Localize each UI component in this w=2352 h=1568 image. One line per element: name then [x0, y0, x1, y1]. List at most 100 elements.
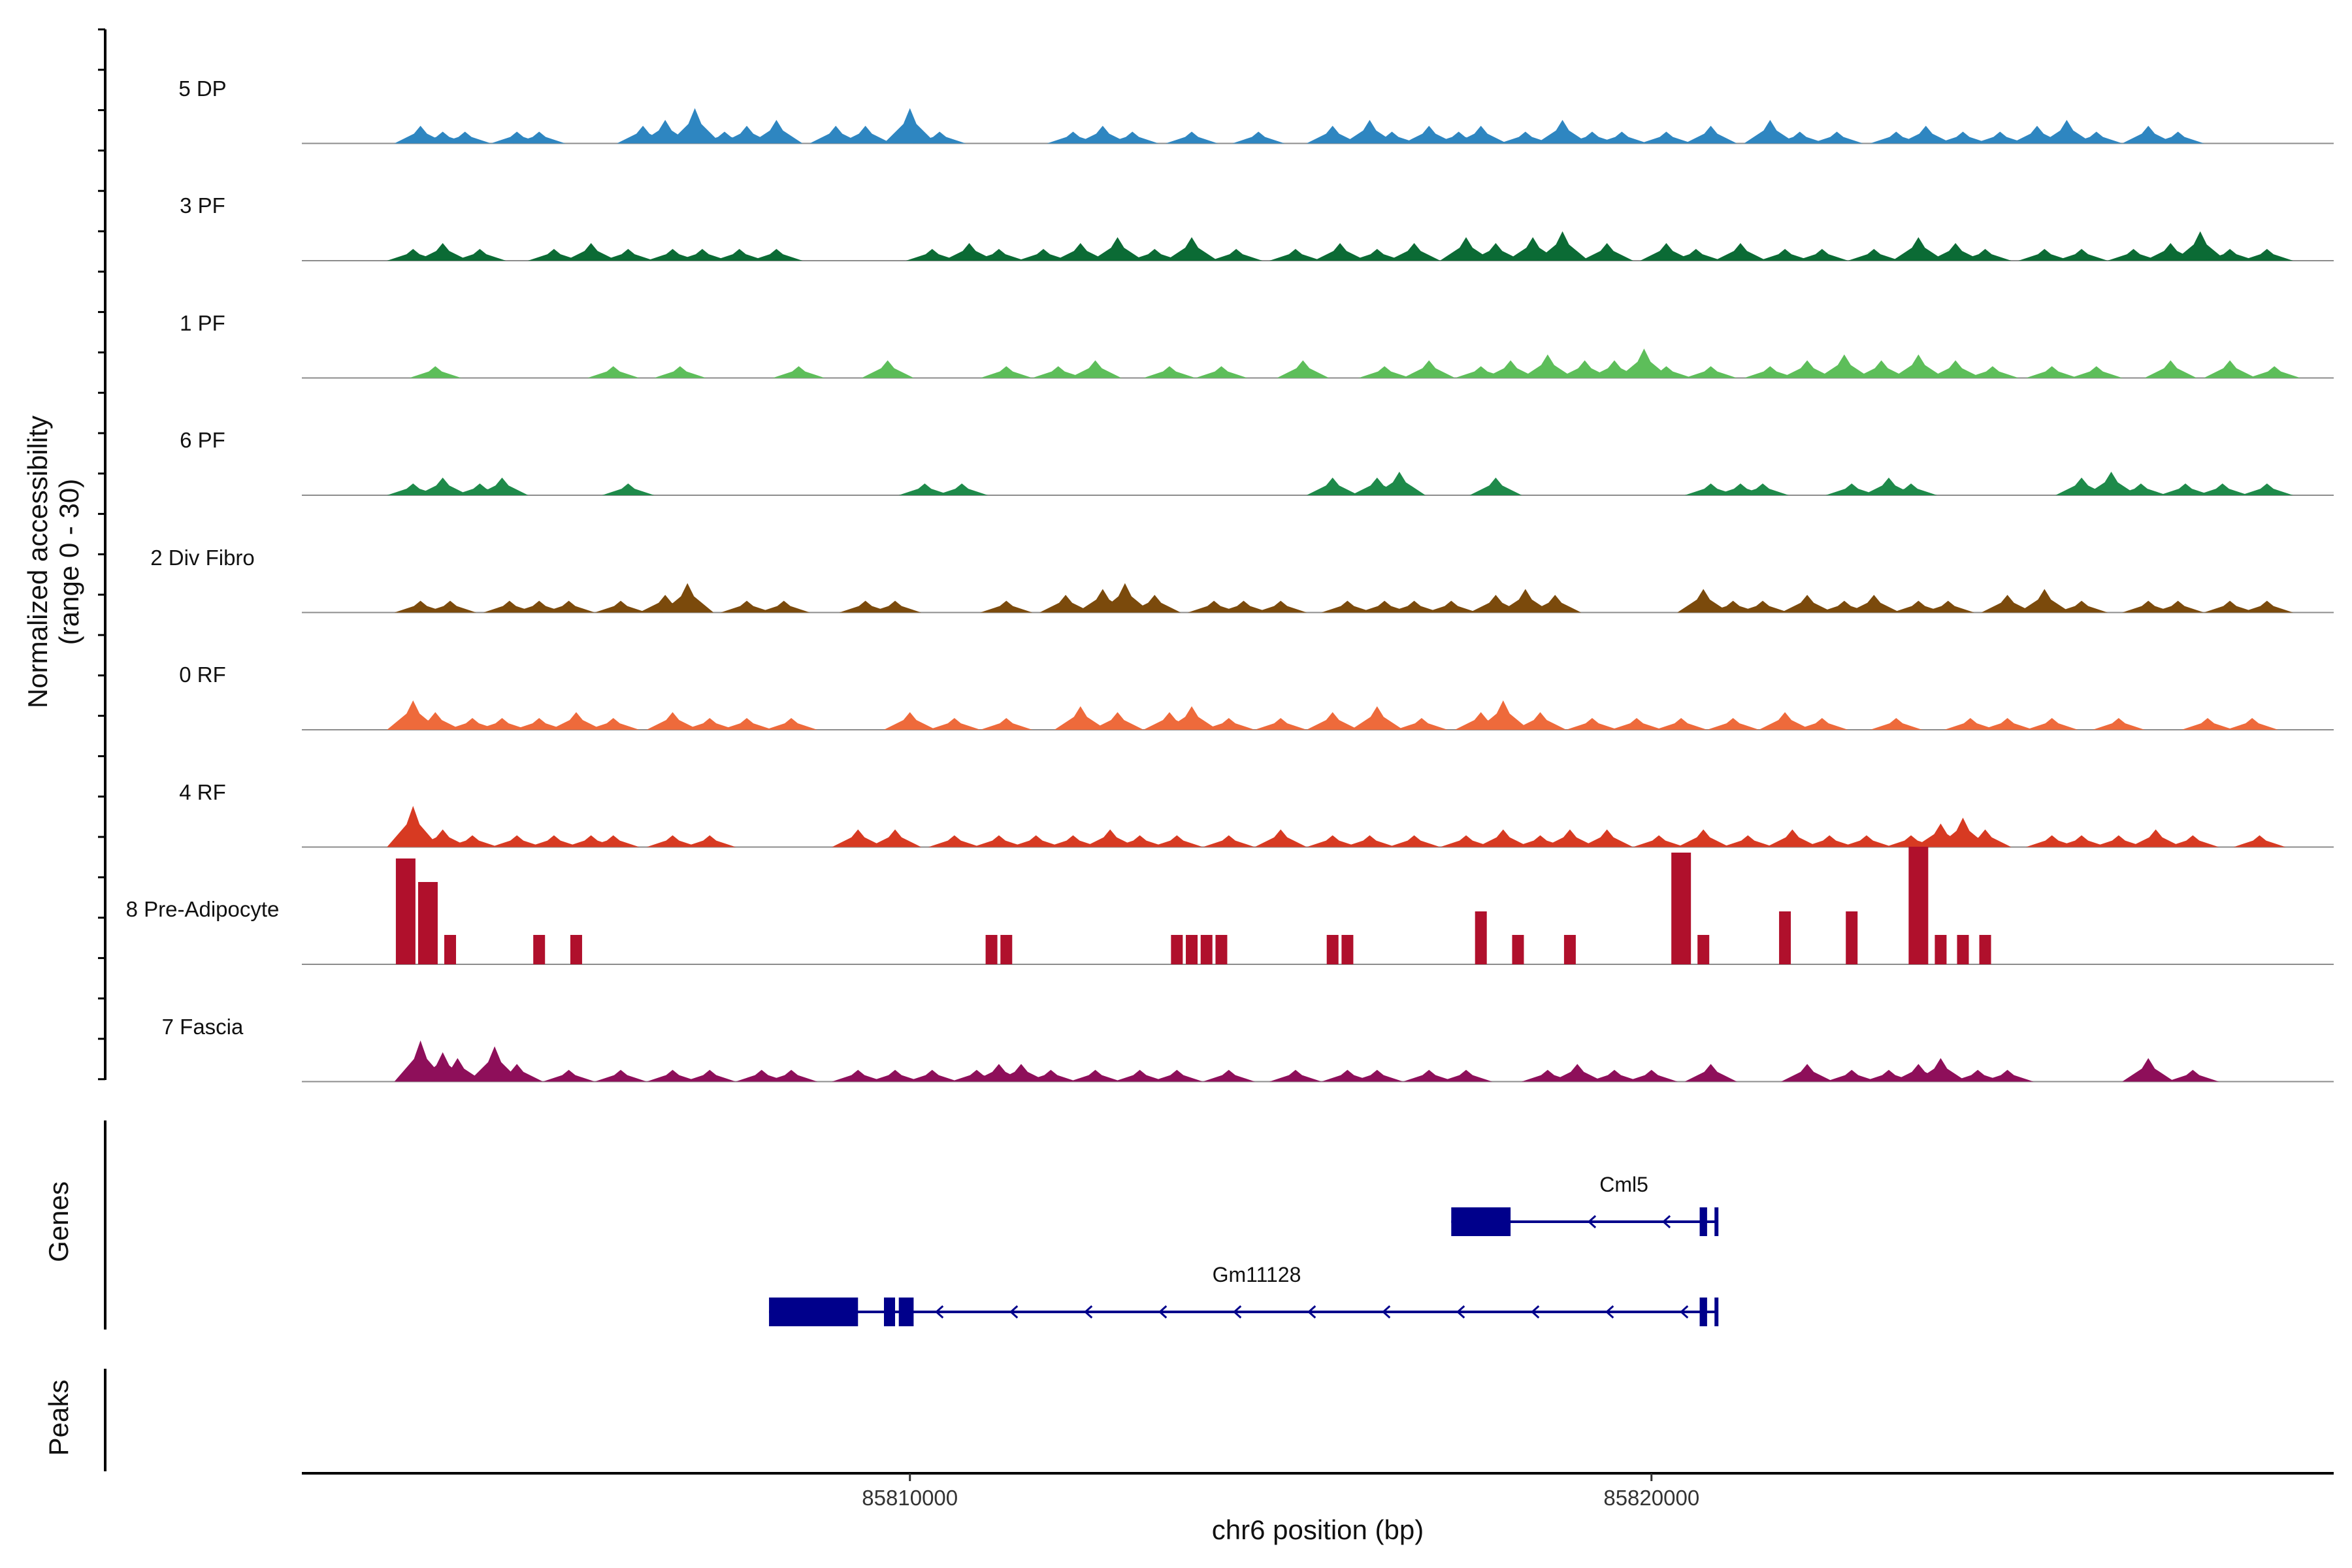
track-label: 6 PF	[180, 428, 225, 452]
coverage-peak	[476, 718, 529, 730]
track-label: 5 DP	[178, 76, 227, 101]
coverage-peak	[750, 120, 803, 144]
coverage-peak	[527, 835, 580, 847]
x-tick-label: 85810000	[862, 1486, 958, 1510]
gene-exon	[769, 1298, 858, 1326]
coverage-peak	[1766, 829, 1819, 847]
coverage-peak	[1795, 718, 1848, 730]
coverage-peak	[1350, 1070, 1403, 1082]
coverage-peak	[861, 360, 914, 378]
coverage-peak	[1202, 718, 1255, 730]
track-coverage	[387, 700, 2279, 730]
coverage-peak	[1215, 935, 1228, 964]
coverage-peak	[602, 249, 655, 261]
coverage-peak	[1440, 1070, 1493, 1082]
coverage-peak	[1210, 249, 1263, 261]
coverage-peak	[1469, 243, 1522, 261]
coverage-peak	[869, 600, 922, 613]
track-coverage	[395, 847, 1991, 964]
coverage-peak	[595, 1070, 647, 1082]
coverage-peak	[1825, 483, 1878, 495]
coverage-peak	[721, 718, 774, 730]
coverage-peak	[1697, 935, 1710, 964]
coverage-peak	[683, 1070, 736, 1082]
coverage-peak	[1684, 1064, 1737, 1082]
coverage-peak	[1588, 1070, 1641, 1082]
coverage-peak	[1899, 125, 1952, 144]
coverage-peak	[839, 125, 892, 144]
coverage-peak	[1914, 1058, 1967, 1082]
coverage-peak	[750, 249, 803, 261]
track-label: 3 PF	[180, 193, 225, 218]
coverage-peak	[527, 249, 580, 261]
coverage-peak	[1403, 360, 1456, 378]
coverage-peak	[757, 600, 810, 613]
coverage-peak	[1186, 935, 1198, 964]
coverage-peak	[1959, 829, 2012, 847]
coverage-peak	[2166, 835, 2219, 847]
coverage-peak	[2018, 249, 2071, 261]
coverage-peak	[646, 712, 699, 730]
coverage-peak	[468, 1046, 521, 1082]
coverage-peak	[491, 1064, 544, 1082]
coverage-peak	[1195, 366, 1248, 378]
coverage-peak	[1098, 583, 1151, 613]
coverage-peak	[2204, 360, 2257, 378]
coverage-peak	[1388, 600, 1441, 613]
coverage-peak	[943, 243, 996, 261]
coverage-peak	[602, 483, 655, 495]
strand-arrow	[935, 1305, 944, 1319]
coverage-peak	[1512, 935, 1524, 964]
coverage-peak	[980, 600, 1033, 613]
track-label: 4 RF	[179, 779, 226, 804]
coverage-peak	[513, 718, 566, 730]
coverage-peak	[1957, 935, 1969, 964]
strand-arrow	[1009, 1305, 1019, 1319]
track-coverage	[409, 348, 2301, 378]
coverage-peak	[1440, 237, 1493, 261]
y-axis-title: Normalized accessibility (range 0 - 30)	[22, 366, 85, 758]
coverage-peak	[1744, 366, 1797, 378]
coverage-peak	[1848, 249, 1901, 261]
gene-exon	[898, 1298, 914, 1326]
coverage-peak	[1671, 853, 1691, 964]
coverage-peak	[491, 835, 544, 847]
coverage-peak	[395, 858, 416, 964]
coverage-peak	[1314, 243, 1367, 261]
coverage-peak	[1069, 1070, 1122, 1082]
coverage-peak	[446, 835, 499, 847]
coverage-peak	[542, 600, 595, 613]
coverage-peak	[765, 718, 818, 730]
coverage-peak	[1944, 718, 1997, 730]
coverage-peak	[1151, 835, 1203, 847]
track-label: 1 PF	[180, 310, 225, 335]
coverage-peak	[1091, 712, 1144, 730]
coverage-peak	[2204, 600, 2257, 613]
coverage-peak	[1017, 249, 1070, 261]
coverage-peak	[587, 366, 640, 378]
coverage-peak	[2151, 131, 2204, 144]
coverage-peak	[431, 1058, 484, 1082]
coverage-peak	[1254, 829, 1307, 847]
coverage-peak	[1810, 131, 1863, 144]
coverage-peak	[2018, 589, 2071, 613]
coverage-peak	[1781, 360, 1834, 378]
coverage-peak	[2122, 125, 2175, 144]
coverage-peak	[980, 366, 1033, 378]
coverage-peak	[676, 249, 728, 261]
strand-arrow	[1661, 1215, 1671, 1229]
coverage-peak	[1565, 718, 1618, 730]
coverage-peak	[1625, 1070, 1678, 1082]
coverage-peak	[1722, 835, 1774, 847]
gene-model	[1451, 1207, 1719, 1236]
track-coverage	[394, 1040, 2219, 1082]
strand-arrow	[1084, 1305, 1093, 1319]
coverage-peak	[417, 882, 438, 964]
coverage-peak	[2025, 718, 2078, 730]
coverage-peak	[869, 829, 922, 847]
coverage-peak	[928, 718, 981, 730]
coverage-peak	[980, 718, 1033, 730]
coverage-peak	[2070, 131, 2123, 144]
coverage-peak	[2196, 483, 2249, 495]
strand-arrow	[1382, 1305, 1391, 1319]
